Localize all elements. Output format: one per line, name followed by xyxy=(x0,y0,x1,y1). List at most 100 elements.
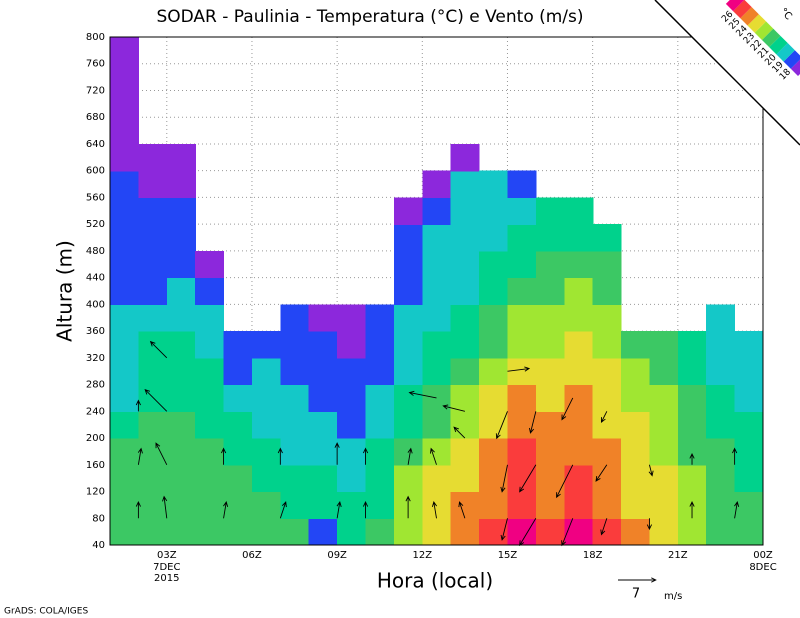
wind-vector xyxy=(595,464,608,482)
temperature-cell xyxy=(195,304,225,332)
wind-vector xyxy=(223,501,229,519)
temperature-cell xyxy=(110,250,139,279)
wind-vector xyxy=(362,501,369,519)
temperature-cell xyxy=(450,224,480,252)
temperature-cell xyxy=(195,518,225,546)
temperature-cell xyxy=(592,357,622,386)
wind-vector xyxy=(334,442,340,465)
wind-vector xyxy=(135,501,141,519)
temperature-cell xyxy=(223,384,253,412)
temperature-cell xyxy=(308,411,338,439)
temperature-cell xyxy=(365,304,395,332)
x-tick-label: 00Z xyxy=(753,550,773,561)
temperature-cell xyxy=(649,331,679,359)
temperature-cell xyxy=(110,170,139,199)
wind-vector xyxy=(405,495,411,519)
temperature-cell xyxy=(365,464,395,493)
wind-vector xyxy=(162,495,168,519)
temperature-cell xyxy=(535,464,565,493)
colorbar-swatch xyxy=(747,14,767,33)
temperature-cell xyxy=(535,518,565,546)
temperature-cell xyxy=(308,384,338,412)
x-tick-label: 06Z xyxy=(242,550,262,561)
wind-vector xyxy=(646,518,653,531)
temperature-cell xyxy=(110,384,139,412)
temperature-cell xyxy=(393,464,423,493)
temperature-cell xyxy=(621,518,651,546)
wind-vector xyxy=(500,464,508,493)
temperature-cell xyxy=(195,384,225,412)
temperature-cell xyxy=(621,357,651,386)
wind-vector xyxy=(495,411,508,440)
temperature-cell xyxy=(677,384,707,412)
temperature-cell xyxy=(450,277,480,305)
temperature-cell xyxy=(166,250,196,279)
temperature-cell xyxy=(166,170,196,199)
y-tick-label: 480 xyxy=(86,246,105,257)
chart-title: SODAR - Paulinia - Temperatura (°C) e Ve… xyxy=(156,7,583,27)
temperature-cell xyxy=(535,357,565,386)
temperature-cell xyxy=(592,304,622,332)
temperature-cell xyxy=(393,250,423,279)
temperature-cell xyxy=(564,518,594,546)
temperature-cell xyxy=(422,224,452,252)
temperature-cell xyxy=(110,197,139,225)
y-tick-label: 440 xyxy=(86,273,105,284)
temperature-cell xyxy=(677,411,707,439)
y-tick-label: 600 xyxy=(86,166,105,177)
temperature-cell xyxy=(280,438,310,466)
temperature-cell xyxy=(308,357,338,386)
temperature-cell xyxy=(734,518,764,546)
y-tick-label: 640 xyxy=(86,139,105,150)
vector-ref-arrow xyxy=(618,577,657,583)
y-tick-label: 800 xyxy=(86,32,105,43)
temperature-cell xyxy=(507,304,537,332)
temperature-cell xyxy=(308,518,338,546)
x-tick-label: 03Z xyxy=(157,550,177,561)
temperature-cell xyxy=(110,411,139,439)
temperature-cell xyxy=(422,331,452,359)
temperature-cell xyxy=(734,411,764,439)
temperature-cell xyxy=(535,411,565,439)
temperature-cell xyxy=(592,331,622,359)
temperature-cell xyxy=(251,518,281,546)
temperature-cell xyxy=(621,384,651,412)
temperature-cell xyxy=(365,384,395,412)
temperature-cell xyxy=(393,277,423,305)
temperature-cell xyxy=(251,384,281,412)
wind-vector xyxy=(279,501,287,519)
temperature-cell xyxy=(251,357,281,386)
temperature-cell xyxy=(621,491,651,519)
temperature-cell xyxy=(592,411,622,439)
y-tick-label: 680 xyxy=(86,112,105,123)
temperature-cell xyxy=(280,384,310,412)
colorbar-swatch xyxy=(761,28,781,48)
wind-vector xyxy=(453,426,466,439)
wind-vector xyxy=(648,464,654,477)
temperature-cell xyxy=(592,384,622,412)
temperature-cell xyxy=(649,384,679,412)
temperature-cell xyxy=(110,438,139,466)
temperature-cell xyxy=(564,197,594,225)
temperature-cell xyxy=(621,411,651,439)
wind-vector xyxy=(155,442,168,465)
temperature-cell xyxy=(110,277,139,305)
temperature-cell xyxy=(535,250,565,279)
y-tick-label: 80 xyxy=(92,513,105,524)
temperature-cell xyxy=(138,438,168,466)
temperature-cell xyxy=(422,304,452,332)
temperature-cell xyxy=(166,438,196,466)
y-tick-label: 560 xyxy=(86,192,105,203)
temperature-cell xyxy=(564,491,594,519)
temperature-cell xyxy=(223,518,253,546)
temperature-cell xyxy=(110,63,139,92)
temperature-cell xyxy=(166,143,196,172)
temperature-cell xyxy=(337,411,367,439)
temperature-cell xyxy=(195,357,225,386)
colorbar-swatch xyxy=(776,43,795,62)
temperature-cell xyxy=(649,411,679,439)
temperature-cell xyxy=(422,411,452,439)
temperature-cell xyxy=(734,438,764,466)
